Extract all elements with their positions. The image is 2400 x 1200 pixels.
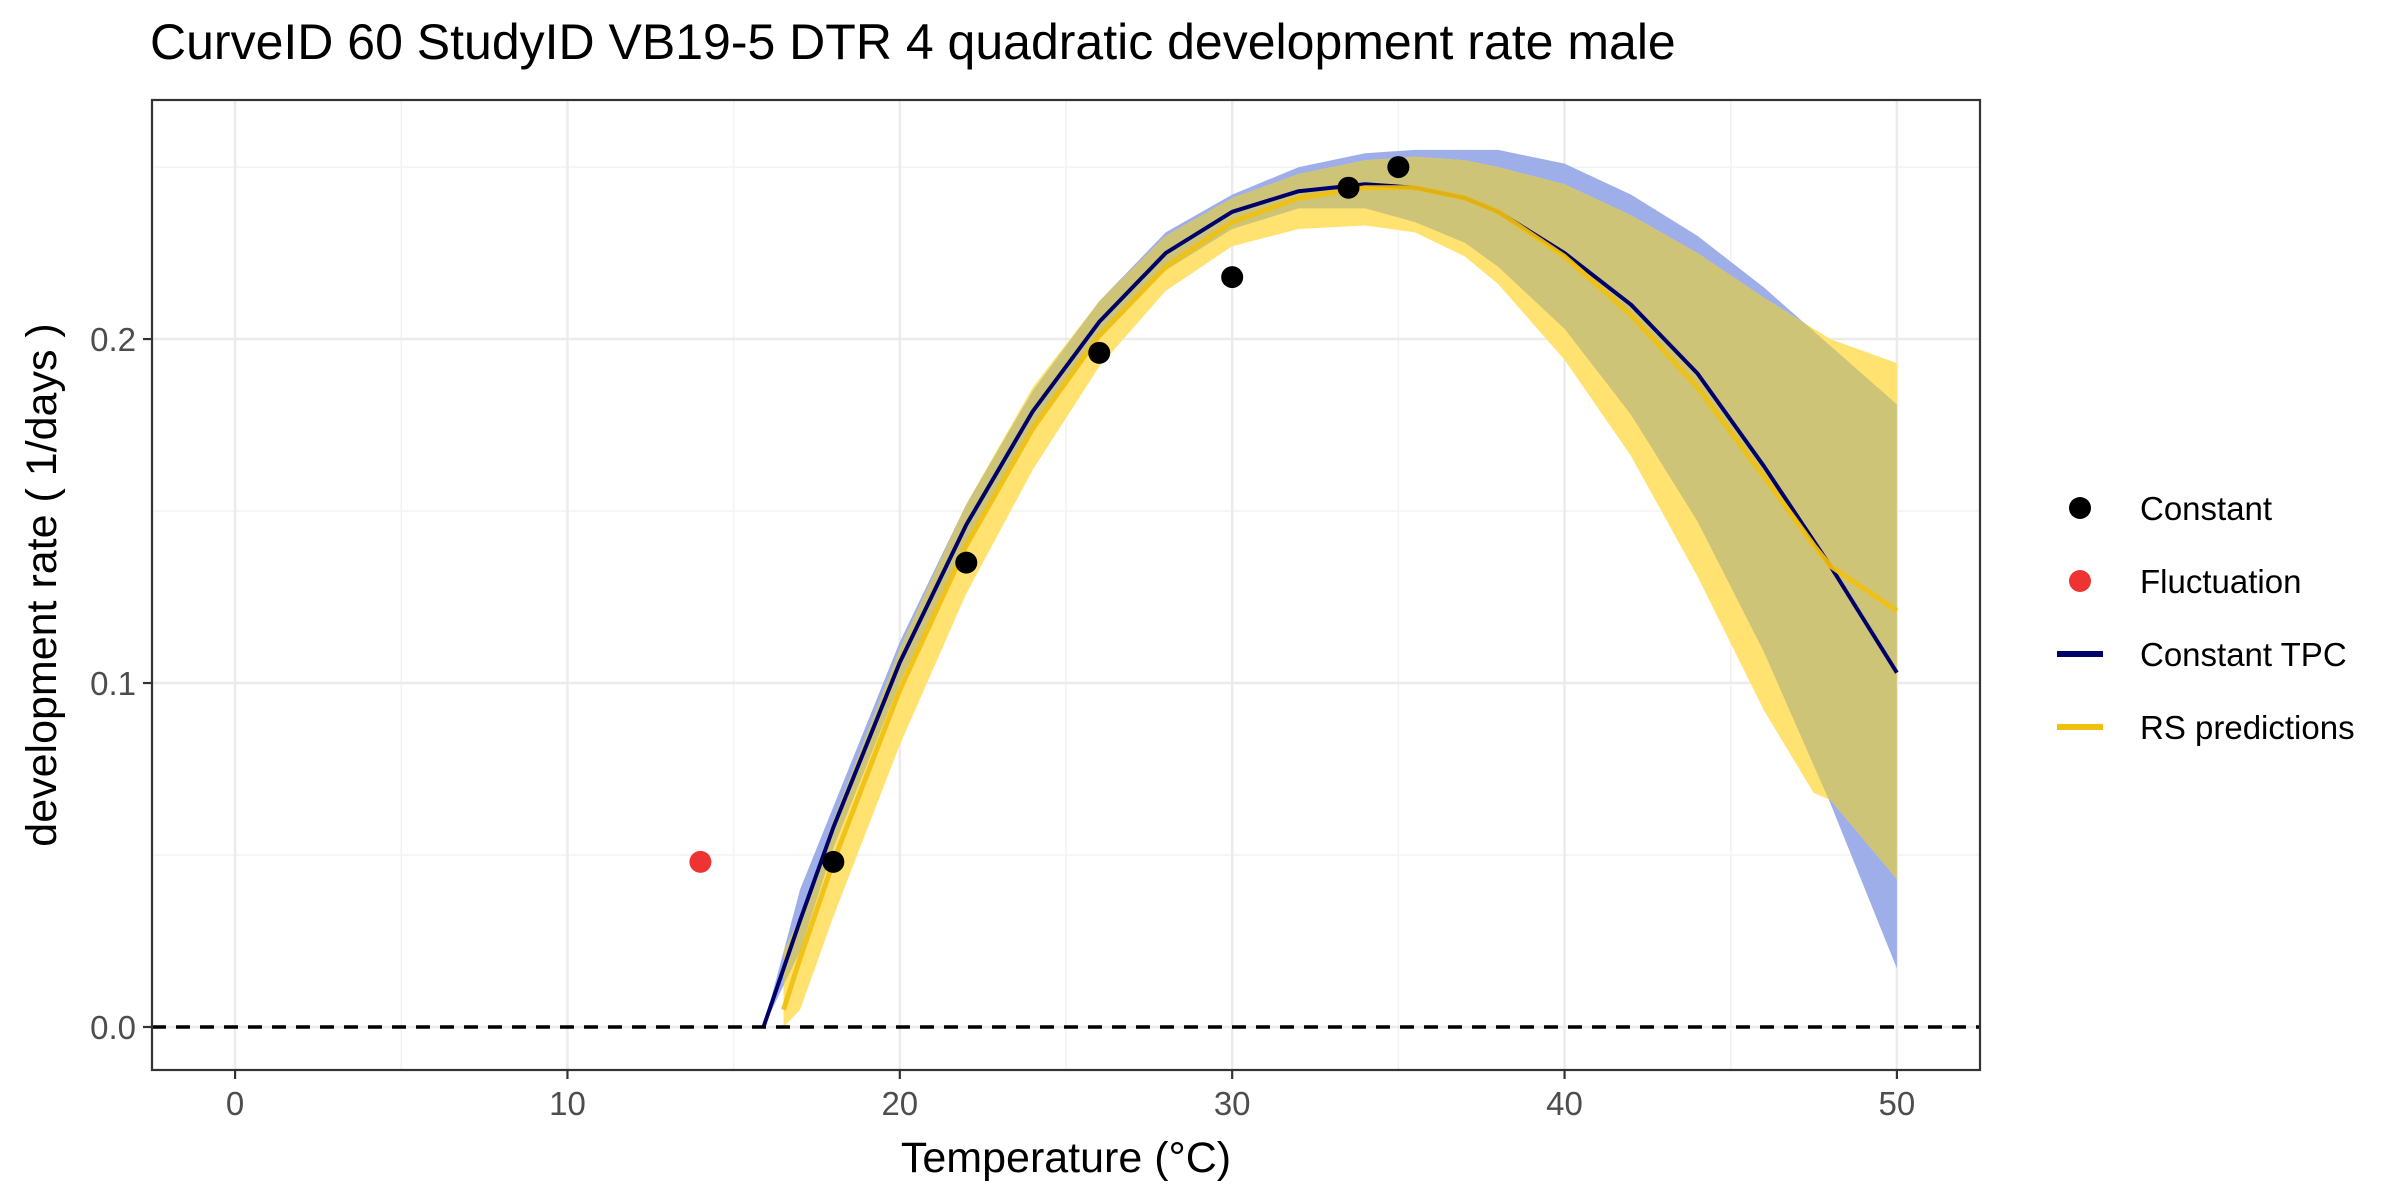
y-axis: 0.0 0.1 0.2 bbox=[90, 321, 152, 1046]
constant-point bbox=[1337, 176, 1360, 199]
fluctuation-point bbox=[689, 850, 712, 873]
x-tick-label: 10 bbox=[549, 1085, 586, 1122]
legend-item-rs-predictions: RS predictions bbox=[2057, 709, 2355, 746]
legend-item-fluctuation: Fluctuation bbox=[2069, 563, 2301, 600]
constant-point bbox=[1088, 341, 1111, 364]
x-axis: 0 10 20 30 40 50 bbox=[226, 1070, 1915, 1122]
x-tick-label: 40 bbox=[1546, 1085, 1583, 1122]
legend-key-constant bbox=[2069, 497, 2091, 519]
legend-label-fluctuation: Fluctuation bbox=[2140, 563, 2301, 600]
legend-label-rs-predictions: RS predictions bbox=[2140, 709, 2355, 746]
legend-label-constant: Constant bbox=[2140, 490, 2272, 527]
y-tick-label: 0.2 bbox=[90, 321, 136, 358]
chart-title: CurveID 60 StudyID VB19-5 DTR 4 quadrati… bbox=[150, 14, 1676, 70]
y-axis-title: development rate ( 1/days ) bbox=[18, 323, 66, 846]
constant-point bbox=[1387, 156, 1410, 179]
legend-item-constant: Constant bbox=[2069, 490, 2272, 527]
plot-panel-border bbox=[150, 98, 1982, 1072]
x-axis-title: Temperature (°C) bbox=[901, 1134, 1231, 1182]
legend-key-fluctuation bbox=[2069, 570, 2091, 592]
legend-item-constant-tpc: Constant TPC bbox=[2057, 636, 2347, 673]
y-tick-label: 0.0 bbox=[90, 1009, 136, 1046]
fitted-lines bbox=[761, 182, 1899, 1028]
x-tick-label: 0 bbox=[226, 1085, 244, 1122]
constant-point bbox=[822, 850, 845, 873]
x-tick-label: 50 bbox=[1879, 1085, 1916, 1122]
constant-tpc-line bbox=[761, 182, 1899, 1028]
constant-point bbox=[1221, 266, 1244, 289]
x-tick-label: 20 bbox=[881, 1085, 918, 1122]
rs-predictions-line bbox=[781, 185, 1899, 1011]
data-points bbox=[689, 156, 1410, 873]
y-tick-label: 0.1 bbox=[90, 665, 136, 702]
legend-label-constant-tpc: Constant TPC bbox=[2140, 636, 2347, 673]
constant-point bbox=[955, 551, 978, 574]
legend: Constant Fluctuation Constant TPC RS predic… bbox=[2057, 490, 2355, 746]
x-tick-label: 30 bbox=[1214, 1085, 1251, 1122]
